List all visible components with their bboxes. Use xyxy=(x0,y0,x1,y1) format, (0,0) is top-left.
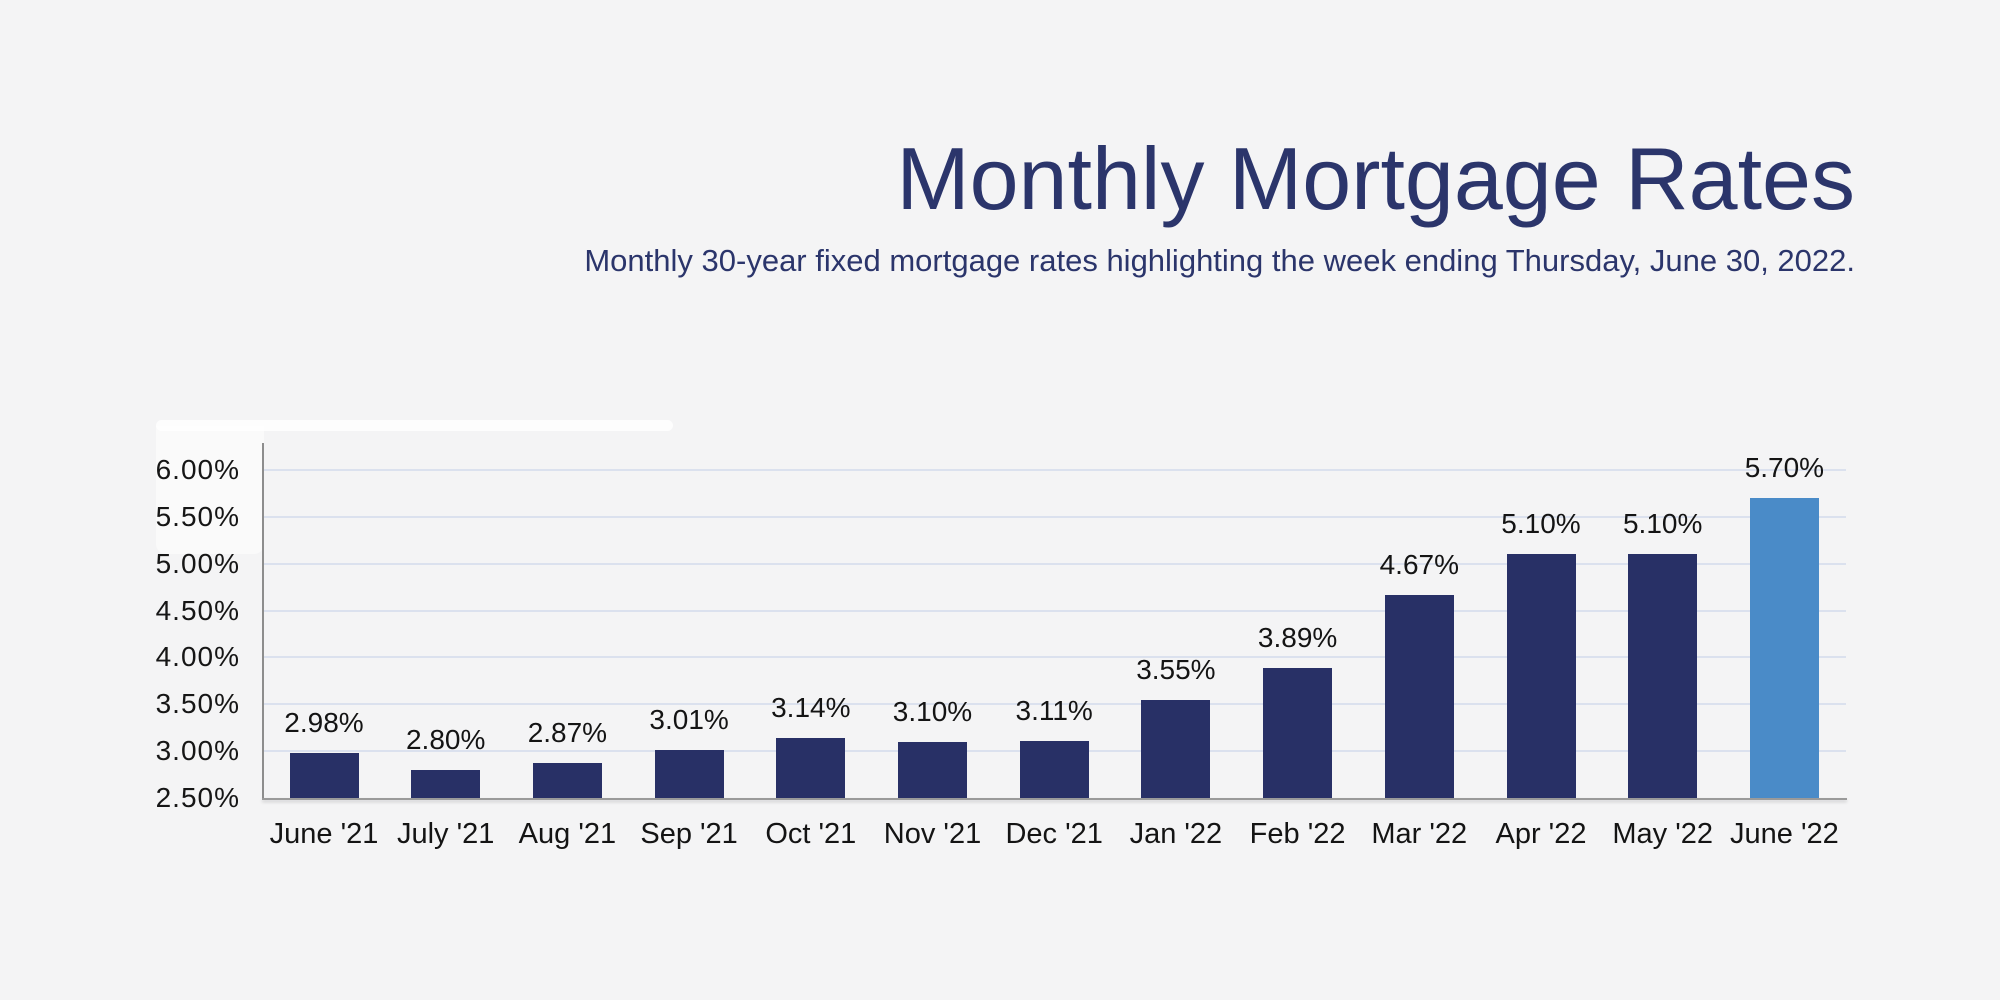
x-axis-label: Mar '22 xyxy=(1371,818,1468,850)
x-axis-label: Apr '22 xyxy=(1495,818,1587,850)
bar-value-label: 2.80% xyxy=(405,723,486,755)
gridline xyxy=(264,703,1846,706)
x-axis-label: May '22 xyxy=(1612,818,1713,850)
x-axis-line xyxy=(262,798,1847,800)
x-axis-label: Nov '21 xyxy=(883,818,982,850)
chart-title: Monthly Mortgage Rates xyxy=(896,129,1855,228)
bar-value-label: 4.67% xyxy=(1379,548,1459,580)
bar-value-label: 2.87% xyxy=(527,717,608,749)
bar-jan-22 xyxy=(1141,699,1211,798)
y-axis-tick-label: 5.50% xyxy=(155,500,240,532)
bar-aug-21 xyxy=(532,763,602,798)
x-axis-label: June '21 xyxy=(269,818,379,850)
bar-apr-22 xyxy=(1506,554,1576,798)
bar-value-label: 3.10% xyxy=(892,695,973,727)
x-axis-label: Oct '21 xyxy=(765,818,857,850)
bar-value-label: 5.10% xyxy=(1622,508,1703,540)
bar-oct-21 xyxy=(776,738,846,798)
x-axis-label: Sep '21 xyxy=(640,818,738,850)
bar-value-label: 3.89% xyxy=(1257,621,1338,653)
chart-subtitle: Monthly 30-year fixed mortgage rates hig… xyxy=(584,243,1855,278)
bar-value-label: 5.10% xyxy=(1501,508,1581,540)
x-axis-label: Feb '22 xyxy=(1249,818,1346,850)
bar-value-label: 3.55% xyxy=(1136,653,1216,685)
bar-may-22 xyxy=(1628,554,1698,798)
bar-value-label: 3.11% xyxy=(1015,694,1093,726)
bar-value-label: 3.01% xyxy=(649,704,729,736)
bar-sep-21 xyxy=(654,750,724,798)
bar-value-label: 3.14% xyxy=(771,692,851,724)
highlight-panel-artifact xyxy=(156,426,264,554)
y-axis-tick-label: 3.00% xyxy=(155,735,240,767)
x-axis-label: Dec '21 xyxy=(1005,818,1103,850)
y-axis-tick-label: 4.00% xyxy=(155,641,240,673)
gridline xyxy=(264,656,1846,659)
gridline xyxy=(264,609,1846,612)
gridline xyxy=(264,469,1846,472)
x-axis-label: June '22 xyxy=(1730,818,1839,850)
gridline xyxy=(264,562,1846,565)
bar-value-label: 5.70% xyxy=(1744,452,1825,484)
y-axis-tick-label: 4.50% xyxy=(155,594,240,626)
y-axis-tick-label: 3.50% xyxy=(155,688,240,720)
y-axis-tick-label: 2.50% xyxy=(155,782,240,813)
y-axis-tick-label: 5.00% xyxy=(155,547,240,579)
bar-july-21 xyxy=(411,769,481,798)
bar-june-21 xyxy=(289,753,359,798)
bar-feb-22 xyxy=(1263,667,1333,798)
bar-value-label: 2.98% xyxy=(284,707,364,739)
bar-june-22 xyxy=(1749,498,1819,798)
x-axis-label: July '21 xyxy=(396,818,495,850)
y-axis-line xyxy=(262,443,264,800)
gridline xyxy=(264,515,1846,518)
bar-mar-22 xyxy=(1384,594,1454,798)
x-axis-label: Jan '22 xyxy=(1129,818,1223,850)
bar-nov-21 xyxy=(898,741,967,798)
y-axis-tick-label: 6.00% xyxy=(155,454,240,486)
x-axis-label: Aug '21 xyxy=(518,818,617,850)
highlight-strip-artifact xyxy=(156,420,673,431)
bar-dec-21 xyxy=(1019,740,1089,798)
